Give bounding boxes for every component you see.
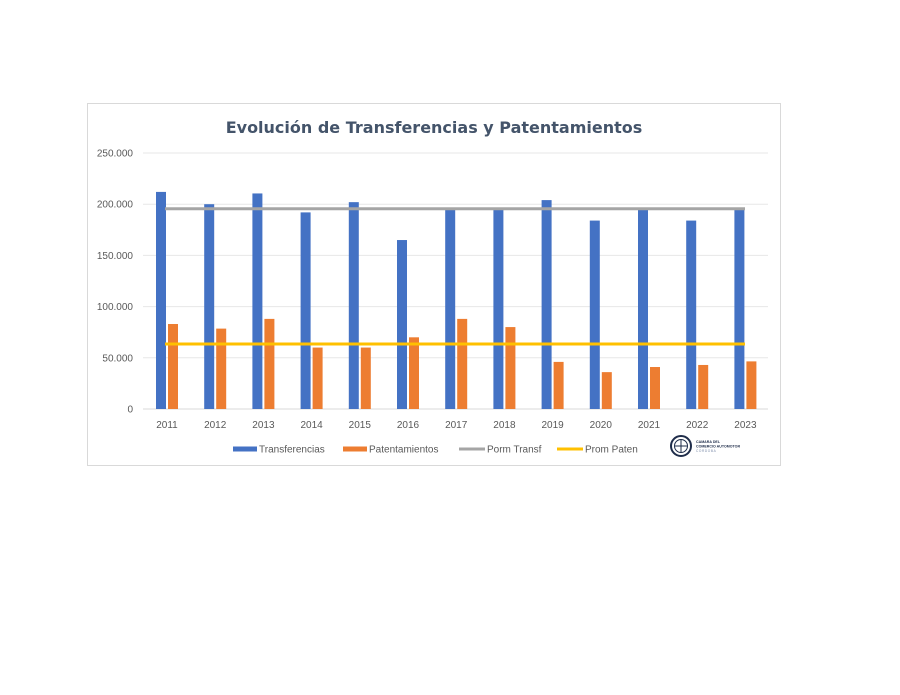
bar-transferencias xyxy=(397,240,407,409)
bar-transferencias xyxy=(156,191,166,409)
y-axis-ticks: 0 50.000 100.000 150.000 200.000 250.000 xyxy=(97,149,134,416)
logo-line-2: COMERCIO AUTOMOTOR xyxy=(696,445,740,449)
x-tick-label: 2016 xyxy=(397,420,420,431)
bar-patentamientos xyxy=(312,347,323,409)
bar-transferencias xyxy=(493,209,504,409)
x-tick-label: 2020 xyxy=(590,420,613,431)
x-tick-label: 2015 xyxy=(349,420,372,431)
bar-transferencias xyxy=(589,220,600,409)
x-tick-label: 2012 xyxy=(204,420,227,431)
y-tick-label: 100.000 xyxy=(97,302,134,313)
x-tick-label: 2022 xyxy=(686,420,709,431)
x-tick-label: 2017 xyxy=(445,420,468,431)
legend-swatch xyxy=(557,447,583,451)
chart-title: Evolución de Transferencias y Patentamie… xyxy=(226,118,643,137)
gridlines xyxy=(143,152,768,410)
bar-transferencias xyxy=(686,220,697,409)
bar-patentamientos xyxy=(505,327,516,409)
bar-patentamientos xyxy=(457,318,468,409)
x-tick-label: 2013 xyxy=(252,420,275,431)
y-tick-label: 150.000 xyxy=(97,251,134,262)
x-tick-label: 2023 xyxy=(734,420,757,431)
y-tick-label: 0 xyxy=(127,405,133,416)
bar-patentamientos xyxy=(650,367,660,409)
bar-patentamientos xyxy=(168,324,178,409)
average-lines xyxy=(165,207,745,346)
bars xyxy=(156,191,757,409)
bar-patentamientos xyxy=(409,337,419,409)
logo-line-1: CAMARA DEL xyxy=(696,440,721,444)
bar-patentamientos xyxy=(216,328,227,409)
x-tick-label: 2019 xyxy=(541,420,564,431)
logo-line-3: CORDOBA xyxy=(696,449,717,453)
bar-transferencias xyxy=(348,202,359,409)
bar-transferencias xyxy=(541,200,552,409)
x-tick-label: 2021 xyxy=(638,420,661,431)
bar-transferencias xyxy=(638,209,648,409)
x-tick-label: 2014 xyxy=(300,420,323,431)
bar-patentamientos xyxy=(360,347,371,409)
bar-transferencias xyxy=(300,212,311,409)
chart-frame xyxy=(87,103,781,466)
bar-transferencias xyxy=(445,209,456,409)
legend: Transferencias Patentamientos Porm Transf P… xyxy=(233,445,638,456)
legend-label: Patentamientos xyxy=(369,445,439,456)
legend-label: Prom Paten xyxy=(585,445,638,456)
bar-patentamientos xyxy=(746,361,757,409)
x-tick-label: 2011 xyxy=(156,420,178,431)
y-tick-label: 200.000 xyxy=(97,200,134,211)
bar-patentamientos xyxy=(601,372,612,409)
bar-transferencias xyxy=(204,204,215,409)
y-tick-label: 50.000 xyxy=(102,353,133,364)
logo: CAMARA DEL COMERCIO AUTOMOTOR CORDOBA xyxy=(670,435,740,457)
legend-swatch xyxy=(459,447,485,451)
legend-swatch xyxy=(343,446,367,452)
bar-patentamientos xyxy=(264,318,275,409)
bar-patentamientos xyxy=(698,364,709,409)
legend-label: Transferencias xyxy=(259,445,325,456)
y-tick-label: 250.000 xyxy=(97,149,134,160)
bar-transferencias xyxy=(252,193,263,409)
legend-label: Porm Transf xyxy=(487,445,542,456)
bar-transferencias xyxy=(734,209,745,409)
legend-swatch xyxy=(233,446,257,452)
x-axis-ticks: 2011 2012 2013 2014 2015 2016 2017 2018 2019 2020… xyxy=(156,420,757,431)
x-tick-label: 2018 xyxy=(493,420,516,431)
bar-patentamientos xyxy=(553,361,564,409)
